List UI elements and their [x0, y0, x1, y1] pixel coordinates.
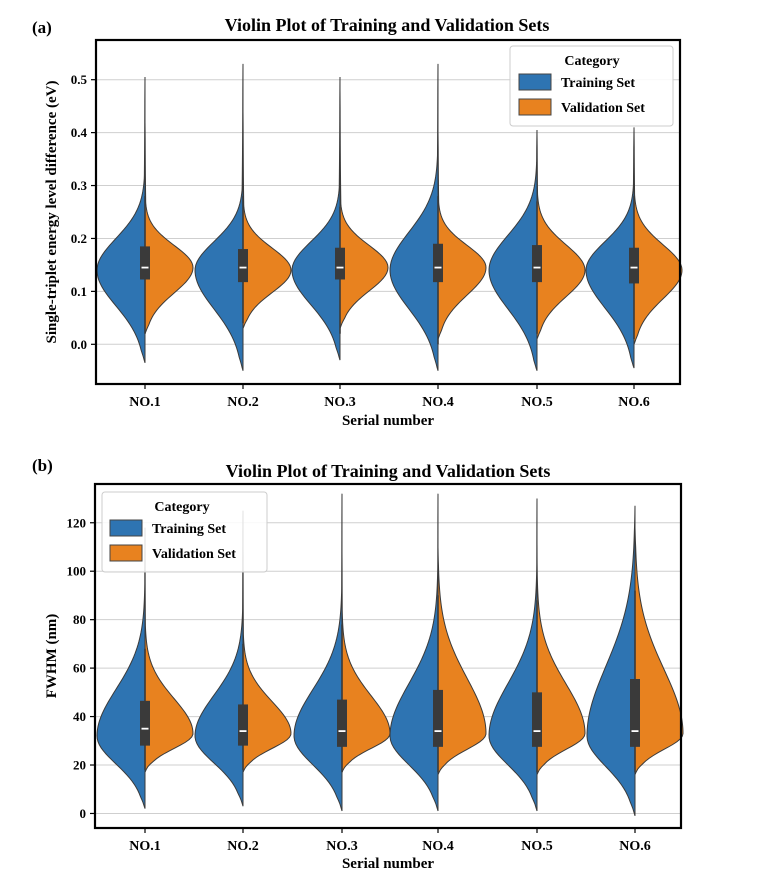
violin-half-validation: [536, 132, 586, 340]
y-tick-label: 0.0: [71, 337, 87, 352]
panel-a-legend: Category Training Set Validation Set: [509, 45, 674, 127]
violin-half-training: [291, 77, 341, 361]
box-iqr: [337, 699, 347, 747]
violin-half-validation: [339, 90, 389, 329]
y-tick-label: 0.5: [71, 72, 88, 87]
box-iqr: [433, 689, 443, 747]
violin-half-validation: [437, 546, 487, 775]
violin-half-validation: [536, 542, 586, 775]
legend-swatch-training: [109, 519, 143, 537]
legend-label-training: Training Set: [152, 522, 226, 537]
violin-half-training: [389, 63, 439, 371]
box-iqr: [629, 247, 639, 284]
violin-half-training: [585, 129, 635, 369]
y-tick-label: 40: [73, 709, 86, 724]
panel-a-y-label: Single-triplet energy level difference (…: [44, 81, 60, 344]
y-tick-label: 120: [67, 515, 87, 530]
panel-b-violins: [96, 493, 684, 817]
legend-label-training: Training Set: [561, 76, 635, 91]
x-tick-label: NO.3: [324, 395, 356, 410]
violin-half-validation: [341, 551, 391, 773]
y-tick-label: 20: [73, 758, 86, 773]
violin-half-training: [586, 505, 636, 817]
panel-a-violins: [96, 63, 683, 371]
panel-b-legend: Category Training Set Validation Set: [101, 491, 268, 573]
violin-half-validation: [242, 546, 292, 773]
legend-box: [101, 491, 268, 573]
y-tick-label: 0.2: [71, 231, 87, 246]
panel-a-grid: [96, 79, 680, 345]
box-iqr: [630, 679, 640, 747]
box-iqr: [532, 692, 542, 747]
panel-a-label: (a): [32, 18, 52, 37]
panel-a-x-label: Serial number: [342, 413, 434, 429]
panel-b-label: (b): [32, 456, 53, 475]
violin-half-validation: [633, 127, 683, 345]
panel-a-title: Violin Plot of Training and Validation S…: [225, 15, 550, 35]
legend-title: Category: [564, 54, 619, 69]
violin-half-validation: [242, 111, 292, 329]
panel-b-title: Violin Plot of Training and Validation S…: [226, 461, 551, 481]
panel-a: (a) Violin Plot of Training and Validati…: [32, 15, 683, 429]
x-tick-label: NO.1: [129, 839, 161, 854]
violin-half-training: [488, 129, 538, 371]
y-tick-label: 0.3: [71, 178, 88, 193]
violin-half-training: [194, 63, 244, 371]
x-tick-label: NO.6: [619, 839, 651, 854]
violin-half-validation: [634, 527, 684, 775]
violin-half-validation: [437, 132, 487, 340]
legend-label-validation: Validation Set: [561, 101, 645, 116]
panel-b-y-label: FWHM (nm): [44, 614, 60, 699]
panel-b-axes-frame: [93, 482, 683, 830]
y-tick-label: 0.4: [71, 125, 88, 140]
panel-a-axes-frame: [94, 38, 682, 386]
violin-half-training: [389, 493, 439, 812]
box-iqr: [140, 700, 150, 746]
legend-swatch-validation: [518, 98, 552, 116]
legend-title: Category: [154, 500, 209, 515]
x-tick-label: NO.5: [521, 395, 553, 410]
y-tick-label: 100: [67, 564, 87, 579]
y-tick-label: 80: [73, 612, 86, 627]
box-iqr: [433, 243, 443, 283]
violin-half-training: [96, 534, 146, 809]
x-tick-label: NO.5: [521, 839, 553, 854]
box-iqr: [238, 704, 248, 746]
y-tick-label: 0: [80, 806, 87, 821]
legend-swatch-validation: [109, 544, 143, 562]
panel-a-y-ticks: 0.0 0.1 0.2 0.3 0.4 0.5: [71, 72, 96, 352]
legend-swatch-training: [518, 73, 552, 91]
panel-b-x-label: Serial number: [342, 856, 434, 872]
x-tick-label: NO.3: [326, 839, 358, 854]
panel-b-grid: [95, 522, 681, 814]
violin-half-validation: [144, 122, 194, 334]
x-tick-label: NO.2: [227, 395, 259, 410]
y-tick-label: 60: [73, 661, 86, 676]
box-iqr: [238, 249, 248, 283]
box-iqr: [140, 246, 150, 280]
panel-b-y-ticks: 0 20 40 60 80 100 120: [67, 515, 95, 821]
panel-b-x-ticks: NO.1 NO.2 NO.3 NO.4 NO.5 NO.6: [129, 828, 651, 854]
legend-label-validation: Validation Set: [152, 547, 236, 562]
panel-a-x-ticks: NO.1 NO.2 NO.3 NO.4 NO.5 NO.6: [129, 384, 650, 410]
x-tick-label: NO.4: [422, 839, 454, 854]
panel-b: (b) Violin Plot of Training and Validati…: [32, 456, 684, 872]
x-tick-label: NO.4: [422, 395, 454, 410]
box-iqr: [532, 245, 542, 283]
x-tick-label: NO.2: [227, 839, 259, 854]
x-tick-label: NO.6: [618, 395, 650, 410]
violin-half-training: [96, 77, 146, 363]
y-tick-label: 0.1: [71, 284, 87, 299]
violin-half-training: [488, 498, 538, 812]
violin-half-training: [293, 493, 343, 812]
box-iqr: [335, 247, 345, 280]
x-tick-label: NO.1: [129, 395, 161, 410]
